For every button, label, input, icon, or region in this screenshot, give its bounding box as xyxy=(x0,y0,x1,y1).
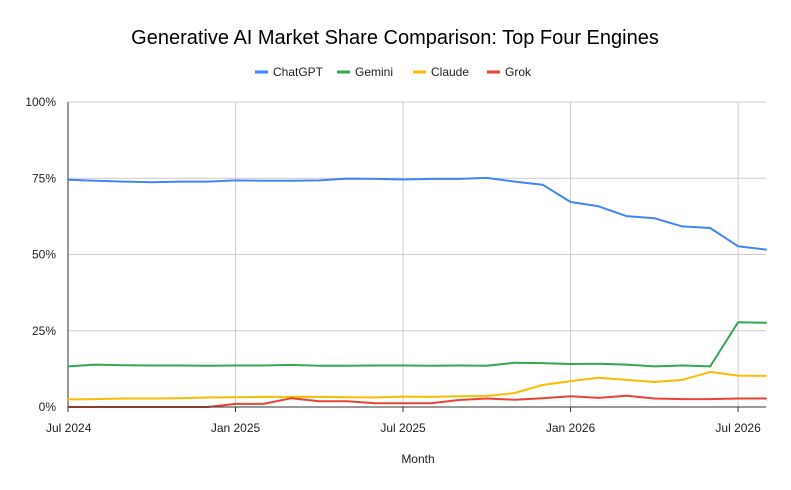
y-tick-label: 25% xyxy=(32,324,56,338)
x-tick-label: Jul 2026 xyxy=(715,421,761,435)
legend: ChatGPT Gemini Claude Grok xyxy=(255,65,532,79)
legend-label-claude: Claude xyxy=(431,65,469,79)
series-line-chatgpt xyxy=(67,176,767,251)
gridlines xyxy=(67,101,766,407)
x-axis-ticks: Jul 2024 Jan 2025 Jul 2025 Jan 2026 Jul 2026 xyxy=(46,407,761,435)
x-tick-label: Jan 2026 xyxy=(546,421,596,435)
y-axis-ticks: 0% 25% 50% 75% 100% xyxy=(25,95,56,414)
legend-label-chatgpt: ChatGPT xyxy=(273,65,324,79)
legend-label-grok: Grok xyxy=(505,65,532,79)
y-tick-label: 100% xyxy=(25,95,56,109)
x-tick-label: Jan 2025 xyxy=(211,421,261,435)
chart-title: Generative AI Market Share Comparison: T… xyxy=(131,27,659,49)
y-tick-label: 50% xyxy=(32,248,56,262)
x-axis-label: Month xyxy=(401,452,434,466)
y-tick-label: 75% xyxy=(32,171,56,185)
legend-label-gemini: Gemini xyxy=(355,65,393,79)
series-line-gemini xyxy=(67,321,767,368)
series-line-claude xyxy=(67,370,767,401)
series-lines xyxy=(67,176,767,408)
y-tick-label: 0% xyxy=(39,400,57,414)
x-tick-label: Jul 2025 xyxy=(380,421,426,435)
x-tick-label: Jul 2024 xyxy=(46,421,92,435)
